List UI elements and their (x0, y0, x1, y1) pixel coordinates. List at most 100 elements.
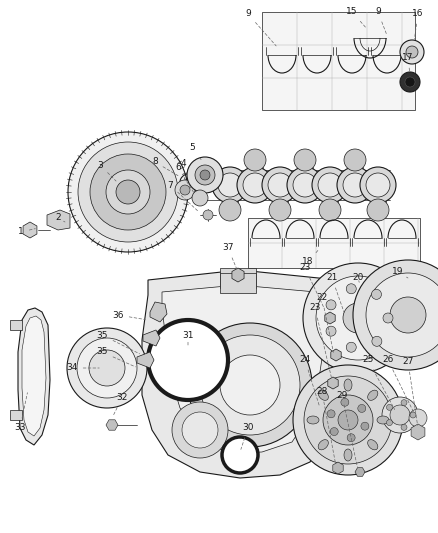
Circle shape (200, 170, 210, 180)
Text: 2: 2 (55, 214, 65, 222)
Circle shape (358, 405, 366, 413)
Circle shape (410, 412, 416, 418)
Text: 27: 27 (403, 358, 417, 425)
Text: 25: 25 (362, 356, 395, 409)
Circle shape (77, 338, 137, 398)
Circle shape (382, 397, 418, 433)
Circle shape (68, 132, 188, 252)
Circle shape (372, 336, 382, 346)
Polygon shape (232, 268, 244, 282)
Text: 26: 26 (382, 356, 414, 413)
Polygon shape (137, 352, 154, 368)
Circle shape (312, 167, 348, 203)
Circle shape (192, 190, 208, 206)
Polygon shape (220, 268, 256, 288)
Circle shape (222, 437, 258, 473)
Circle shape (386, 405, 392, 410)
Circle shape (405, 77, 415, 87)
Circle shape (180, 185, 190, 195)
Circle shape (262, 167, 298, 203)
Text: 3: 3 (97, 160, 116, 181)
Ellipse shape (377, 416, 389, 424)
Polygon shape (18, 308, 50, 445)
Circle shape (337, 167, 373, 203)
Circle shape (89, 350, 125, 386)
Polygon shape (272, 199, 288, 203)
Polygon shape (22, 316, 46, 436)
Circle shape (293, 173, 317, 197)
Circle shape (346, 342, 356, 352)
Circle shape (343, 173, 367, 197)
Circle shape (318, 173, 342, 197)
Circle shape (172, 402, 228, 458)
Text: 23: 23 (309, 303, 332, 377)
Text: 23: 23 (299, 263, 324, 308)
Text: 6: 6 (175, 164, 194, 193)
Text: 5: 5 (189, 143, 201, 160)
Circle shape (326, 326, 336, 336)
Text: 35: 35 (96, 330, 140, 354)
Circle shape (338, 410, 358, 430)
Polygon shape (333, 462, 343, 474)
Circle shape (219, 199, 241, 221)
Circle shape (400, 40, 424, 64)
Polygon shape (10, 320, 22, 330)
Polygon shape (47, 210, 70, 230)
Polygon shape (10, 410, 22, 420)
Text: 35: 35 (96, 348, 135, 367)
Text: 4: 4 (180, 158, 186, 179)
Circle shape (327, 410, 335, 418)
Circle shape (353, 260, 438, 370)
Circle shape (287, 167, 323, 203)
Polygon shape (142, 270, 348, 478)
Text: 30: 30 (241, 424, 254, 449)
Circle shape (400, 72, 420, 92)
Text: 19: 19 (392, 268, 408, 278)
Polygon shape (150, 302, 167, 322)
Circle shape (187, 157, 223, 193)
Circle shape (319, 199, 341, 221)
Polygon shape (143, 330, 160, 346)
Circle shape (316, 276, 400, 360)
Circle shape (347, 434, 355, 442)
Polygon shape (347, 167, 363, 171)
Text: 31: 31 (182, 330, 194, 345)
Circle shape (200, 335, 300, 435)
Polygon shape (331, 349, 341, 361)
Circle shape (182, 412, 218, 448)
Text: 24: 24 (300, 356, 319, 406)
Circle shape (346, 284, 356, 294)
Ellipse shape (344, 379, 352, 391)
Polygon shape (162, 285, 324, 453)
Text: 29: 29 (336, 391, 357, 467)
Circle shape (383, 313, 393, 323)
Circle shape (341, 398, 349, 406)
Circle shape (106, 170, 150, 214)
Circle shape (303, 263, 413, 373)
Circle shape (390, 405, 410, 425)
Text: 15: 15 (346, 7, 366, 28)
Text: 37: 37 (222, 244, 237, 270)
Ellipse shape (344, 449, 352, 461)
Circle shape (220, 355, 280, 415)
Circle shape (78, 142, 178, 242)
Text: 18: 18 (302, 250, 318, 266)
Circle shape (175, 180, 195, 200)
Circle shape (148, 320, 228, 400)
Polygon shape (106, 420, 118, 430)
Circle shape (218, 173, 242, 197)
Polygon shape (248, 218, 420, 268)
Text: 22: 22 (316, 294, 333, 352)
Polygon shape (328, 377, 338, 389)
Circle shape (386, 419, 392, 426)
Circle shape (116, 180, 140, 204)
Circle shape (244, 149, 266, 171)
Polygon shape (355, 467, 365, 477)
Circle shape (366, 273, 438, 357)
Circle shape (360, 167, 396, 203)
Circle shape (188, 323, 312, 447)
Circle shape (366, 173, 390, 197)
Circle shape (67, 328, 147, 408)
Ellipse shape (367, 390, 378, 400)
Circle shape (326, 300, 336, 310)
